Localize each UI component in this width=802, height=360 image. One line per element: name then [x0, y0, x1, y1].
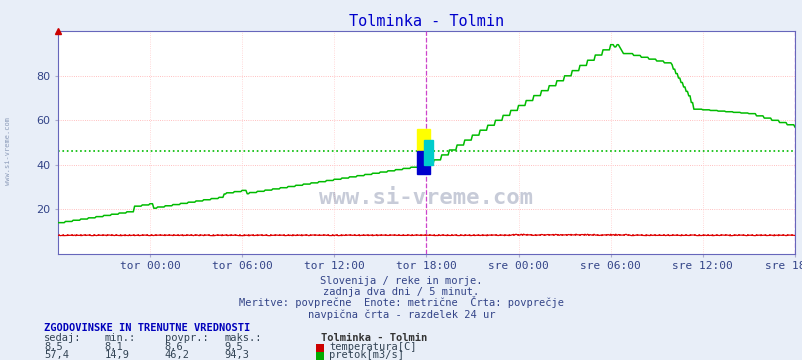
Text: Slovenija / reke in morje.: Slovenija / reke in morje. [320, 276, 482, 287]
Text: temperatura[C]: temperatura[C] [329, 342, 416, 352]
Text: sedaj:: sedaj: [44, 333, 82, 343]
Text: 8,5: 8,5 [44, 342, 63, 352]
Text: Tolminka - Tolmin: Tolminka - Tolmin [321, 333, 427, 343]
Text: min.:: min.: [104, 333, 136, 343]
Text: Meritve: povprečne  Enote: metrične  Črta: povprečje: Meritve: povprečne Enote: metrične Črta:… [239, 296, 563, 308]
Text: www.si-vreme.com: www.si-vreme.com [319, 188, 533, 208]
Text: maks.:: maks.: [225, 333, 262, 343]
Text: 8,1: 8,1 [104, 342, 123, 352]
Text: 9,5: 9,5 [225, 342, 243, 352]
Title: Tolminka - Tolmin: Tolminka - Tolmin [348, 14, 504, 29]
Text: ZGODOVINSKE IN TRENUTNE VREDNOSTI: ZGODOVINSKE IN TRENUTNE VREDNOSTI [44, 323, 250, 333]
Text: 46,2: 46,2 [164, 350, 189, 360]
Bar [423, 140, 432, 165]
Text: 14,9: 14,9 [104, 350, 129, 360]
Text: zadnja dva dni / 5 minut.: zadnja dva dni / 5 minut. [323, 287, 479, 297]
Text: navpična črta - razdelek 24 ur: navpična črta - razdelek 24 ur [307, 309, 495, 320]
Text: 8,6: 8,6 [164, 342, 183, 352]
Text: 57,4: 57,4 [44, 350, 69, 360]
Text: pretok[m3/s]: pretok[m3/s] [329, 350, 403, 360]
Bar [417, 152, 430, 174]
Text: 94,3: 94,3 [225, 350, 249, 360]
Text: www.si-vreme.com: www.si-vreme.com [5, 117, 11, 185]
Bar [417, 129, 430, 152]
Text: povpr.:: povpr.: [164, 333, 208, 343]
